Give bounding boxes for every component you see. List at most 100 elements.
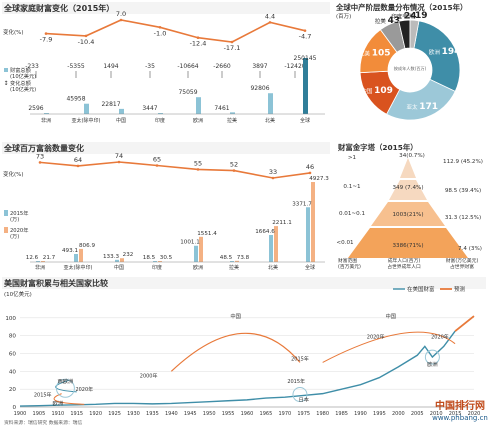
panel5-arc-china [170,332,301,372]
panel3-change-point [76,164,80,168]
panel5-note-2020c: 2020年 [431,333,449,340]
panel1-legend-wealth-swatch [4,68,8,72]
panel3-label-2015: 12.6 [26,255,39,261]
panel3-legend-2015-swatch [4,210,8,216]
panel3-category: 亚太(除中印) [64,264,93,271]
panel1-wealth-bar [158,113,163,114]
panel3-title: 全球百万富翁数量变化 [3,143,84,153]
panel3-bar-2015 [36,261,40,262]
panel1-wealth-label: 45958 [66,96,85,103]
panel3-pct-label: 变化(%) [3,170,24,178]
panel5-x-tick: 1905 [33,411,46,417]
panel1-wealth-label: 92806 [250,85,269,92]
panel1-change-total: -10664 [177,63,198,70]
panel3-change-label: 33 [269,168,277,176]
panel4-tier-3 [371,202,445,226]
panel1-wealth-bar [303,58,308,114]
panel3-bar-2015 [194,245,198,262]
panel3-label-2020: 21.7 [43,255,56,261]
panel4-tier-4 [348,228,468,258]
panel3-change-point [38,161,42,164]
panel3-bar-2020 [79,248,83,262]
panel3-bar-2015 [74,253,78,262]
panel5-arc-europe [53,393,85,405]
panel1-change-total: -35 [145,63,155,70]
panel2-center-note: 按成年人数(百万) [394,65,427,72]
panel3-bar-2020 [120,258,124,262]
panel1-change-total: -12420 [284,63,305,70]
panel1-change-total: 3897 [252,63,267,70]
panel4-adults-caption: 成年人口(百万) [388,257,421,264]
panel1-change-label: -17.1 [224,44,241,52]
panel3-label-2020: 4927.3 [309,176,329,182]
panel5-note-west-europe: 西欧洲 [57,377,73,385]
panel3-change-point [308,171,312,175]
panel5-x-tick: 1940 [165,411,178,417]
panel5-y-tick: 40 [9,369,17,375]
panel3-bar-2020 [41,261,45,262]
panel2-slice-label: 拉美 43 [375,16,400,26]
panel1-change-total: 1494 [103,63,118,70]
panel4-wealth: 31.3 (12.5%) [445,215,481,221]
panel1-change-label: -10.4 [78,38,95,46]
panel3-change-point [232,169,236,172]
panel5-x-tick: 1960 [241,411,254,417]
panel5-x-tick: 1900 [14,411,27,417]
panel5-x-tick: 1955 [222,411,235,417]
panel3-change-label: 74 [115,152,123,160]
panel5-x-tick: 1930 [127,411,140,417]
panel5-source: 资料来源：瑞信研究 数据来源：瑞信 [4,419,82,426]
panel1-title: 全球家庭财富变化（2015年） [3,3,114,13]
panel2-slice-label: 印度 24 [391,11,416,21]
panel1-wealth-bar [119,108,124,114]
panel1-wealth-label: 2596 [28,105,43,112]
panel4-adults-sub: 占世界成年人口 [387,263,421,270]
panel3-change-point [271,176,275,180]
panel3-label-2015: 48.5 [220,255,233,261]
panel3-bar-2015 [153,261,157,262]
panel3-label-2020: 806.9 [79,243,95,249]
panel1-change-total: -233 [25,63,39,70]
panel3-change-label: 55 [194,159,202,167]
panel1-category: 中国 [116,117,126,124]
panel3-label-2020: 30.5 [160,255,173,261]
panel2-slice-label: 亚太 171 [407,102,439,112]
panel5-x-tick: 1965 [260,411,273,417]
panel1-wealth-label: 7461 [214,105,229,112]
panel1-change-point [303,29,307,32]
panel3-category: 北美 [268,264,278,271]
panel1-change-point [84,34,88,38]
panel3-legend-2015-unit: (万) [10,216,19,223]
panel3-label-2015: 133.3 [103,254,119,260]
panel4-adults: 1003(21%) [392,212,423,218]
panel4-range: <0.01 [336,240,354,246]
panel1-wealth-bar [44,113,49,114]
panel3-change-label: 65 [153,156,161,164]
panel1-wealth-label: 75059 [178,89,197,96]
panel5-note-europe2: 欧洲 [427,360,438,368]
panel4-adults: 349 (7.4%) [392,185,423,191]
panel4-range-caption: 财富范围 [338,257,357,264]
panel5-y-tick: 20 [9,387,17,393]
panel2-slice-label: 欧洲 194 [429,47,461,57]
panel4-wealth-sub: 占世界财富 [450,263,474,270]
panel4-range: 0.1~1 [343,184,361,190]
panel3-change-point [196,168,200,171]
panel1-change-point [158,26,162,29]
panel4-wealth: 98.5 (39.4%) [445,188,481,194]
panel1-change-label: -1.0 [154,29,167,37]
panel5-note-china: 中国 [230,312,241,320]
panel5-forecast-line [454,315,475,332]
panel4-tier-2 [389,180,427,200]
panel1-change-total: -2660 [213,63,231,70]
panel1-legend-wealth-unit: (10亿美元) [10,72,36,80]
panel5-x-tick: 2020 [468,411,481,417]
panel5-x-tick: 2015 [449,411,462,417]
panel3-label-2015: 3371.7 [292,201,312,207]
panel3-label-2020: 73.8 [237,255,250,261]
panel5-x-tick: 1980 [316,411,329,417]
panel4-wealth: 112.9 (45.2%) [443,159,483,165]
panel5-legend-usa: 在美国财富 [407,285,435,293]
watermark-line1: 中国排行网 [435,399,485,412]
